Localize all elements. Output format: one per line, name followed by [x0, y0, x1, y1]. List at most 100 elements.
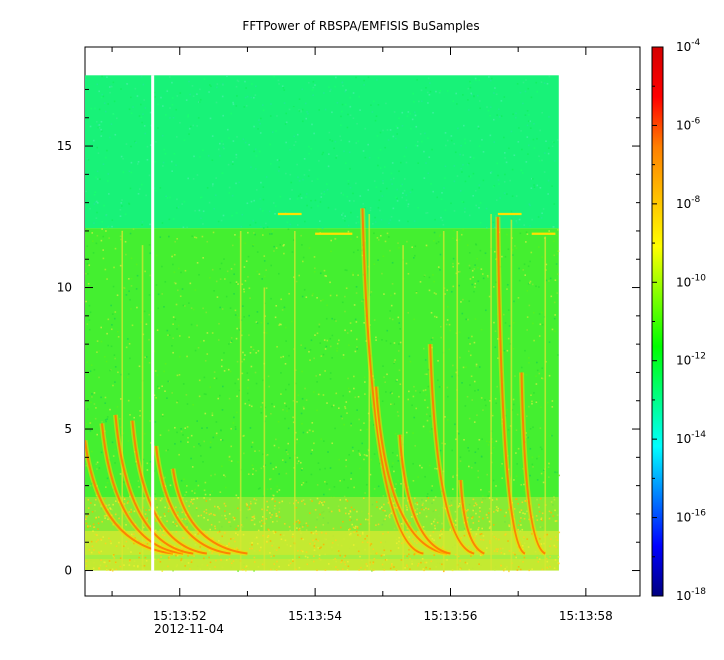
noise-pixel [536, 90, 539, 93]
low-frequency-pixel [380, 541, 382, 544]
noise-pixel [319, 468, 321, 471]
noise-pixel [400, 185, 402, 187]
noise-pixel [486, 106, 488, 108]
noise-pixel [375, 115, 378, 118]
low-frequency-pixel [393, 566, 395, 568]
noise-pixel [86, 245, 89, 248]
low-frequency-pixel [406, 564, 408, 566]
noise-pixel [427, 368, 430, 371]
low-frequency-pixel [416, 501, 418, 504]
noise-pixel [464, 138, 466, 141]
low-frequency-pixel [524, 500, 526, 502]
noise-pixel [379, 149, 382, 151]
noise-pixel [475, 363, 478, 366]
noise-pixel [413, 318, 416, 321]
noise-pixel [215, 177, 217, 179]
noise-pixel [393, 111, 396, 113]
noise-pixel [105, 156, 107, 159]
low-frequency-pixel [409, 568, 411, 570]
low-frequency-pixel [467, 508, 469, 511]
low-frequency-pixel [272, 497, 274, 500]
noise-pixel [296, 224, 299, 226]
noise-pixel [130, 171, 133, 174]
noise-pixel [214, 194, 217, 197]
noise-pixel [432, 190, 435, 193]
noise-pixel [479, 221, 482, 224]
noise-pixel [256, 322, 259, 324]
low-frequency-pixel [273, 563, 276, 565]
noise-pixel [294, 140, 297, 143]
noise-pixel [262, 186, 265, 188]
low-frequency-pixel [253, 561, 256, 563]
low-frequency-pixel [450, 504, 453, 507]
noise-pixel [228, 137, 230, 139]
noise-pixel [291, 189, 293, 191]
noise-pixel [393, 362, 395, 365]
low-frequency-pixel [254, 502, 257, 505]
low-frequency-pixel [382, 509, 384, 512]
noise-pixel [329, 467, 332, 469]
noise-pixel [392, 135, 395, 138]
noise-pixel [424, 132, 426, 135]
noise-pixel [127, 399, 130, 402]
noise-pixel [284, 326, 287, 329]
low-frequency-pixel [95, 533, 98, 536]
noise-pixel [320, 299, 322, 302]
noise-pixel [238, 236, 240, 238]
noise-pixel [318, 393, 321, 396]
noise-pixel [528, 405, 530, 408]
low-frequency-pixel [470, 528, 472, 531]
noise-pixel [357, 249, 359, 251]
low-frequency-pixel [186, 526, 188, 528]
noise-pixel [251, 346, 254, 348]
noise-pixel [487, 444, 490, 446]
low-frequency-pixel [271, 544, 273, 547]
low-frequency-pixel [97, 539, 99, 541]
noise-pixel [98, 350, 100, 352]
low-frequency-pixel [504, 567, 507, 570]
noise-pixel [232, 103, 235, 106]
noise-pixel [249, 297, 251, 299]
noise-pixel [155, 284, 158, 286]
noise-pixel [422, 389, 425, 392]
low-frequency-pixel [395, 569, 398, 571]
noise-pixel [529, 280, 532, 283]
low-frequency-pixel [297, 519, 300, 522]
low-frequency-pixel [298, 566, 301, 569]
noise-pixel [315, 375, 317, 377]
noise-pixel [413, 256, 415, 259]
noise-pixel [355, 182, 357, 185]
noise-pixel [175, 164, 177, 166]
low-frequency-pixel [548, 517, 551, 520]
noise-pixel [244, 96, 247, 99]
noise-pixel [255, 321, 258, 323]
noise-pixel [223, 258, 225, 260]
noise-pixel [137, 160, 140, 163]
noise-pixel [247, 255, 250, 258]
noise-pixel [415, 144, 417, 147]
low-frequency-pixel [375, 501, 378, 503]
low-frequency-pixel [415, 530, 418, 533]
noise-pixel [287, 228, 290, 231]
noise-pixel [100, 239, 103, 242]
low-frequency-pixel [85, 522, 88, 525]
noise-pixel [456, 103, 458, 105]
noise-pixel [329, 345, 332, 348]
noise-pixel [344, 219, 346, 222]
noise-pixel [332, 404, 335, 407]
noise-pixel [107, 344, 109, 347]
low-frequency-pixel [105, 514, 108, 517]
noise-pixel [503, 192, 506, 195]
noise-pixel [540, 81, 543, 84]
low-frequency-pixel [349, 519, 351, 521]
noise-pixel [363, 453, 366, 456]
noise-pixel [355, 338, 358, 341]
low-frequency-pixel [270, 555, 273, 558]
noise-pixel [415, 291, 418, 293]
noise-pixel [276, 491, 279, 493]
noise-pixel [518, 267, 520, 270]
noise-pixel [313, 442, 315, 445]
noise-pixel [504, 255, 507, 258]
noise-pixel [331, 405, 333, 408]
low-frequency-pixel [389, 549, 392, 552]
